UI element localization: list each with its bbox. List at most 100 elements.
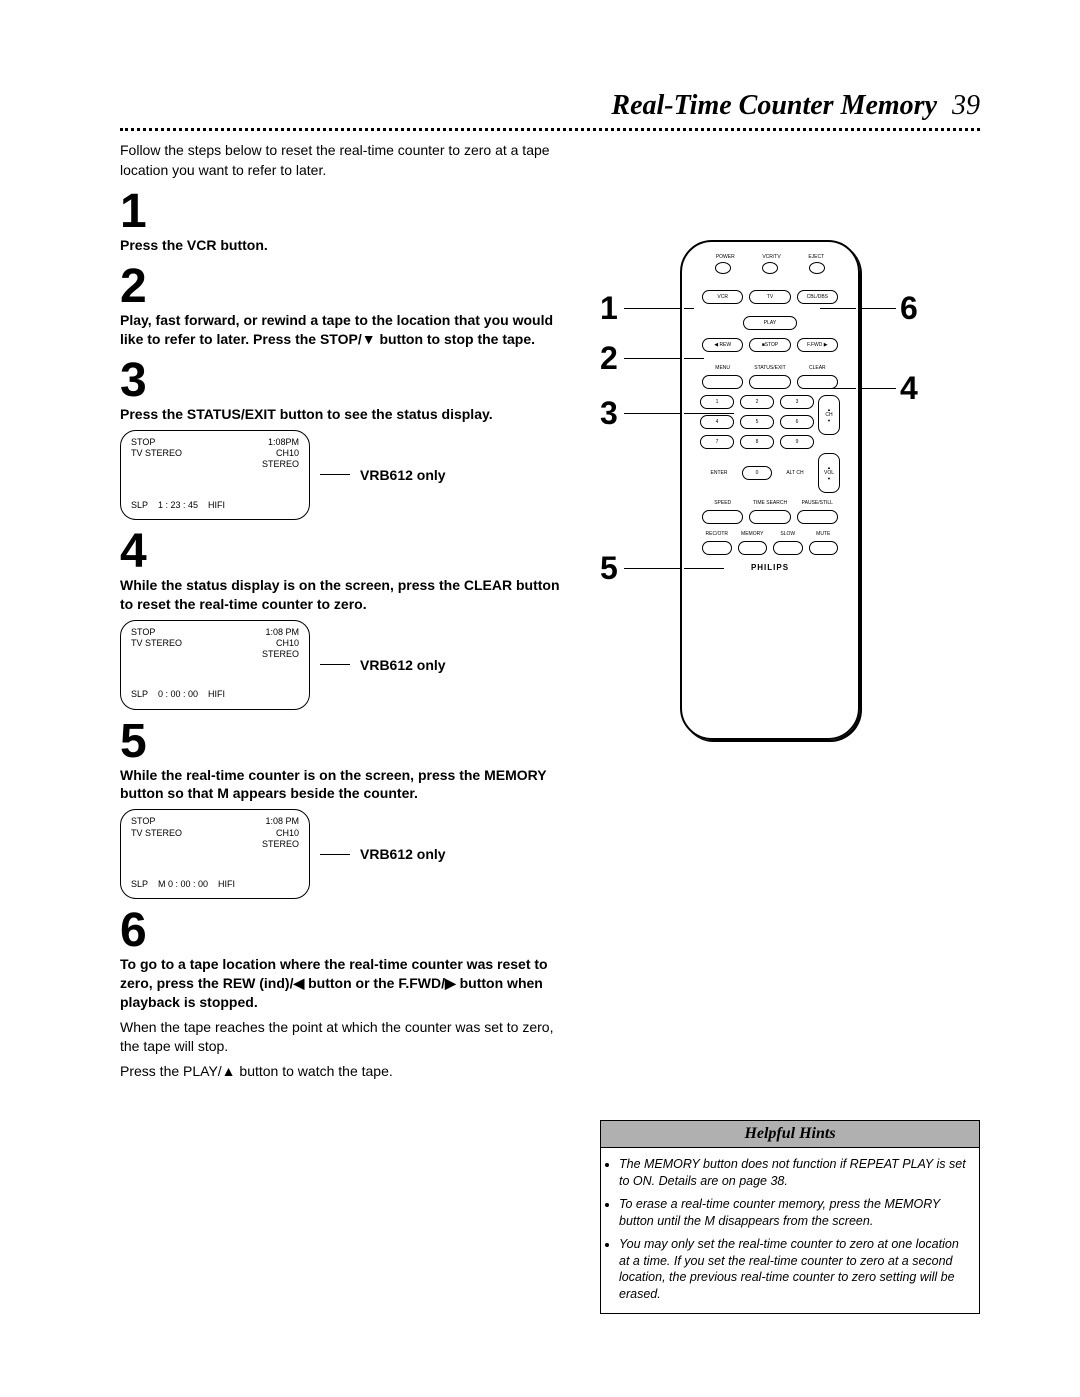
- remote-diagram: 1 2 3 5 6 4 POWER VCR/TV: [600, 240, 980, 800]
- osd-2-label: VRB612 only: [360, 657, 446, 673]
- remote-num-0[interactable]: 0: [742, 466, 772, 480]
- callout-2: 2: [600, 340, 618, 377]
- remote-tv-button[interactable]: TV: [749, 290, 790, 304]
- osd-1: STOP1:08PM TV STEREOCH10 STEREO SLP 1 : …: [120, 430, 310, 520]
- divider-dotted: [120, 128, 980, 131]
- remote-play-button[interactable]: PLAY: [743, 316, 797, 330]
- remote-speed-button[interactable]: [702, 510, 743, 524]
- right-column: 1 2 3 5 6 4 POWER VCR/TV: [600, 180, 980, 1314]
- remote-memory-button[interactable]: [738, 541, 768, 555]
- helpful-hints-title: Helpful Hints: [601, 1121, 979, 1148]
- remote-lbl-speed: SPEED: [702, 501, 743, 506]
- osd-1-wrap: STOP1:08PM TV STEREOCH10 STEREO SLP 1 : …: [120, 430, 570, 520]
- remote-timesearch-button[interactable]: [749, 510, 790, 524]
- osd-2: STOP1:08 PM TV STEREOCH10 STEREO SLP 0 :…: [120, 620, 310, 710]
- helpful-hints-list: The MEMORY button does not function if R…: [619, 1156, 969, 1303]
- remote-lbl-clear: CLEAR: [797, 366, 838, 371]
- remote-lbl-eject: EJECT: [808, 254, 824, 260]
- osd3-ch: CH10: [276, 828, 299, 839]
- page-header: Real-Time Counter Memory 39: [120, 90, 980, 122]
- page-number: 39: [952, 90, 980, 121]
- remote-brand: PHILIPS: [690, 563, 850, 572]
- step-3-number: 3: [120, 357, 570, 405]
- remote-lbl-timesearch: TIME SEARCH: [749, 501, 790, 506]
- osd1-hifi: HIFI: [208, 500, 225, 511]
- remote-vcr-button[interactable]: VCR: [702, 290, 743, 304]
- remote-vcrtv-button[interactable]: [762, 262, 778, 274]
- remote-num-2[interactable]: 2: [740, 395, 774, 409]
- remote-lbl-mute: MUTE: [809, 532, 839, 537]
- remote-clear-button[interactable]: [797, 375, 838, 389]
- remote-menu-button[interactable]: [702, 375, 743, 389]
- step-4-text: While the status display is on the scree…: [120, 576, 570, 614]
- step-2-number: 2: [120, 263, 570, 311]
- remote-cbl-button[interactable]: CBL/DBS: [797, 290, 838, 304]
- leader-line: [320, 474, 350, 475]
- step-6-text: To go to a tape location where the real-…: [120, 955, 570, 1012]
- page-title: Real-Time Counter Memory: [611, 90, 937, 121]
- osd3-tvstereo: TV STEREO: [131, 828, 182, 839]
- osd1-stop: STOP: [131, 437, 155, 448]
- callout-1: 1: [600, 290, 618, 327]
- remote-lbl-pause: PAUSE/STILL: [797, 501, 838, 506]
- remote-lbl-memory: MEMORY: [738, 532, 768, 537]
- osd1-ch: CH10: [276, 448, 299, 459]
- remote-num-3[interactable]: 3: [780, 395, 814, 409]
- osd2-ch: CH10: [276, 638, 299, 649]
- remote-eject-button[interactable]: [809, 262, 825, 274]
- hint-item: You may only set the real-time counter t…: [619, 1236, 969, 1304]
- callout-4: 4: [900, 370, 918, 407]
- leader-line: [320, 854, 350, 855]
- remote-mute-button[interactable]: [809, 541, 839, 555]
- osd-1-label: VRB612 only: [360, 467, 446, 483]
- step-4-number: 4: [120, 528, 570, 576]
- osd3-hifi: HIFI: [218, 879, 235, 890]
- osd1-time: 1:08PM: [268, 437, 299, 448]
- remote-slow-button[interactable]: [773, 541, 803, 555]
- remote-rew-button[interactable]: ◀ REW: [702, 338, 743, 352]
- remote-num-4[interactable]: 4: [700, 415, 734, 429]
- osd3-stereo: STEREO: [262, 839, 299, 850]
- remote-lbl-slow: SLOW: [773, 532, 803, 537]
- remote-rec-button[interactable]: [702, 541, 732, 555]
- callout-3: 3: [600, 395, 618, 432]
- osd3-slp: SLP: [131, 879, 148, 890]
- remote-ffwd-button[interactable]: F.FWD ▶: [797, 338, 838, 352]
- remote-vol-rocker[interactable]: ▲VOL▼: [818, 453, 840, 493]
- step-1-number: 1: [120, 188, 570, 236]
- callout-6: 6: [900, 290, 918, 327]
- remote-pause-button[interactable]: [797, 510, 838, 524]
- remote-lbl-power: POWER: [716, 254, 735, 260]
- step-6-number: 6: [120, 907, 570, 955]
- remote-num-1[interactable]: 1: [700, 395, 734, 409]
- osd2-stop: STOP: [131, 627, 155, 638]
- osd-3-label: VRB612 only: [360, 846, 446, 862]
- remote-stop-button[interactable]: ■STOP: [749, 338, 790, 352]
- hint-item: The MEMORY button does not function if R…: [619, 1156, 969, 1190]
- osd-2-wrap: STOP1:08 PM TV STEREOCH10 STEREO SLP 0 :…: [120, 620, 570, 710]
- remote-lbl-status: STATUS/EXIT: [749, 366, 790, 371]
- osd3-time: 1:08 PM: [265, 816, 299, 827]
- remote-lbl-enter: ENTER: [700, 471, 738, 476]
- remote-num-7[interactable]: 7: [700, 435, 734, 449]
- osd3-stop: STOP: [131, 816, 155, 827]
- manual-page: Real-Time Counter Memory 39 Follow the s…: [0, 0, 1080, 1374]
- callout-5: 5: [600, 550, 618, 587]
- osd2-slp: SLP: [131, 689, 148, 700]
- remote-num-6[interactable]: 6: [780, 415, 814, 429]
- remote-ch-rocker[interactable]: ▲CH▼: [818, 395, 840, 435]
- remote-num-9[interactable]: 9: [780, 435, 814, 449]
- remote-num-8[interactable]: 8: [740, 435, 774, 449]
- osd1-slp: SLP: [131, 500, 148, 511]
- leader-line: [320, 664, 350, 665]
- osd1-stereo: STEREO: [262, 459, 299, 470]
- remote-power-button[interactable]: [715, 262, 731, 274]
- osd2-hifi: HIFI: [208, 689, 225, 700]
- step-5-number: 5: [120, 718, 570, 766]
- hint-item: To erase a real-time counter memory, pre…: [619, 1196, 969, 1230]
- steps-column: 1 Press the VCR button. 2 Play, fast for…: [120, 180, 570, 1080]
- remote-num-5[interactable]: 5: [740, 415, 774, 429]
- osd1-counter: 1 : 23 : 45: [158, 500, 198, 511]
- remote-status-button[interactable]: [749, 375, 790, 389]
- remote-lbl-altch: ALT CH: [776, 471, 814, 476]
